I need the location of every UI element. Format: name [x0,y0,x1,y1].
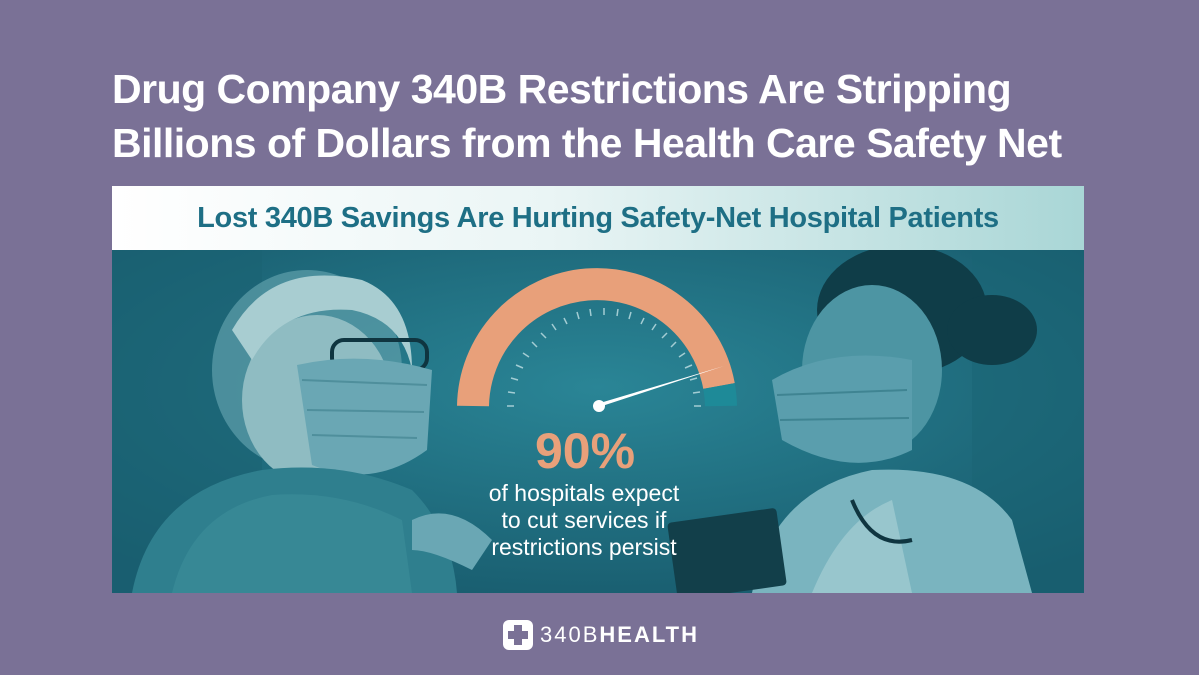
brand-logo: 340BHEALTH [502,618,699,652]
card-banner: Lost 340B Savings Are Hurting Safety-Net… [112,186,1084,250]
banner-title: Lost 340B Savings Are Hurting Safety-Net… [197,201,999,234]
gauge [457,268,737,412]
gauge-remainder-arc [703,383,737,407]
tinted-photo-background [112,250,1084,593]
clinician-figure [412,250,1037,593]
stat-caption: of hospitals expect to cut services if r… [112,480,1070,561]
gauge-needle [596,366,724,408]
page-headline: Drug Company 340B Restrictions Are Strip… [112,62,1112,170]
stat-caption-line-2: to cut services if [501,507,667,533]
stat-caption-line-1: of hospitals expect [488,480,680,506]
headline-line-1: Drug Company 340B Restrictions Are Strip… [112,66,1012,112]
brand-wordmark-bold: HEALTH [599,622,699,647]
gauge-ticks [507,308,701,407]
stat-percent: 90% [534,423,636,479]
gauge-filled-arc [457,268,735,407]
brand-wordmark-light: 340B [540,622,600,647]
photo-illustration [112,250,1084,593]
infographic-card: Lost 340B Savings Are Hurting Safety-Net… [112,186,1084,593]
medical-cross-icon [503,620,533,650]
headline-line-2: Billions of Dollars from the Health Care… [112,120,1062,166]
patient-figure [132,270,457,593]
brand-wordmark: 340BHEALTH [540,622,699,648]
stat-caption-line-3: restrictions persist [491,534,677,560]
gauge-needle-hub [593,400,605,412]
